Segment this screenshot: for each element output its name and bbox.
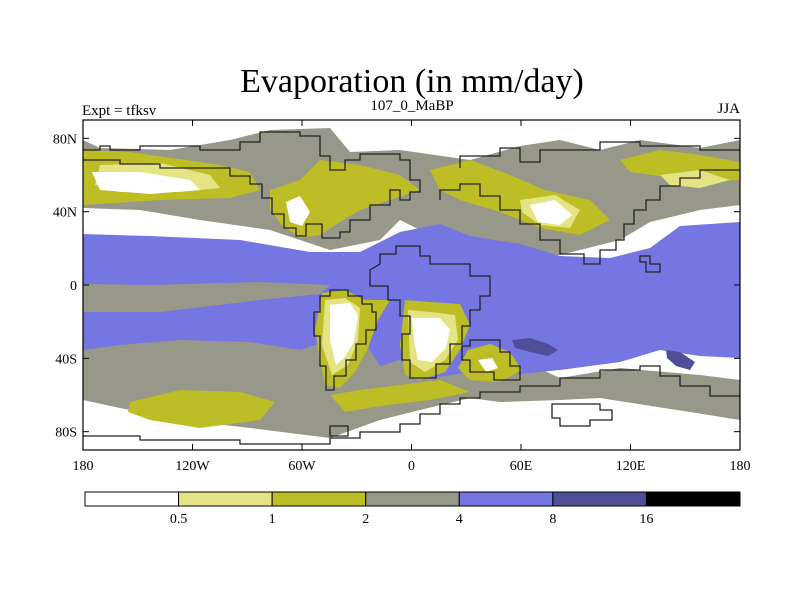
field-white-1: [92, 172, 200, 194]
colorbar-swatch: [178, 491, 273, 507]
lon-tick-label: 120E: [616, 459, 646, 474]
field-darkblue-1: [512, 338, 558, 356]
colorbar-swatch: [271, 491, 367, 507]
field-darkblue-2: [666, 350, 695, 370]
colorbar-swatch: [365, 491, 460, 507]
field-white-3: [286, 196, 310, 226]
season-label: JJA: [717, 101, 740, 117]
field-white-5: [412, 318, 450, 362]
field-white-8: [83, 400, 740, 450]
colorbar-label: 1: [269, 512, 276, 527]
field-olive-southpacific: [128, 390, 275, 428]
field-white-4: [330, 303, 358, 365]
field-olive-southatlantic: [330, 380, 470, 412]
coastlines: [83, 131, 740, 445]
lon-tick-label: 180: [73, 459, 94, 474]
colorbar-label: 8: [549, 512, 556, 527]
colorbar-label: 4: [456, 512, 463, 527]
lat-tick-label: 0: [70, 279, 77, 294]
field-white-2: [530, 200, 572, 225]
longitude-axis: 180 120W 60W 0 60E 120E 180: [73, 120, 751, 474]
lon-tick-label: 60W: [288, 459, 316, 474]
colorbar-label: 16: [639, 512, 653, 527]
colorbar-swatch: [552, 491, 647, 507]
lon-tick-label: 180: [730, 459, 751, 474]
lon-tick-label: 60E: [510, 459, 533, 474]
experiment-label: Expt = tfksv: [82, 103, 157, 119]
latitude-axis: 80N 40N 0 40S 80S: [53, 132, 740, 441]
colorbar-label: 2: [362, 512, 369, 527]
lat-tick-label: 40N: [53, 206, 77, 221]
colorbar-swatch: [645, 491, 741, 507]
period-label: 107_0_MaBP: [370, 98, 453, 114]
colorbar-label: 0.5: [170, 512, 188, 527]
lat-tick-label: 80S: [55, 426, 77, 441]
lon-tick-label: 0: [408, 459, 415, 474]
field-olive-namerica: [270, 160, 420, 238]
field-white-6: [478, 358, 498, 372]
map-field: [83, 120, 740, 450]
lat-tick-label: 40S: [55, 352, 77, 367]
lat-tick-label: 80N: [53, 132, 77, 147]
map-title: Evaporation (in mm/day): [240, 63, 584, 100]
field-yellow-3: [660, 170, 730, 188]
colorbar: 0.5 1 2 4 8 16: [84, 491, 741, 527]
colorbar-swatch: [458, 491, 554, 507]
lon-tick-label: 120W: [175, 459, 210, 474]
colorbar-swatch: [84, 491, 180, 507]
